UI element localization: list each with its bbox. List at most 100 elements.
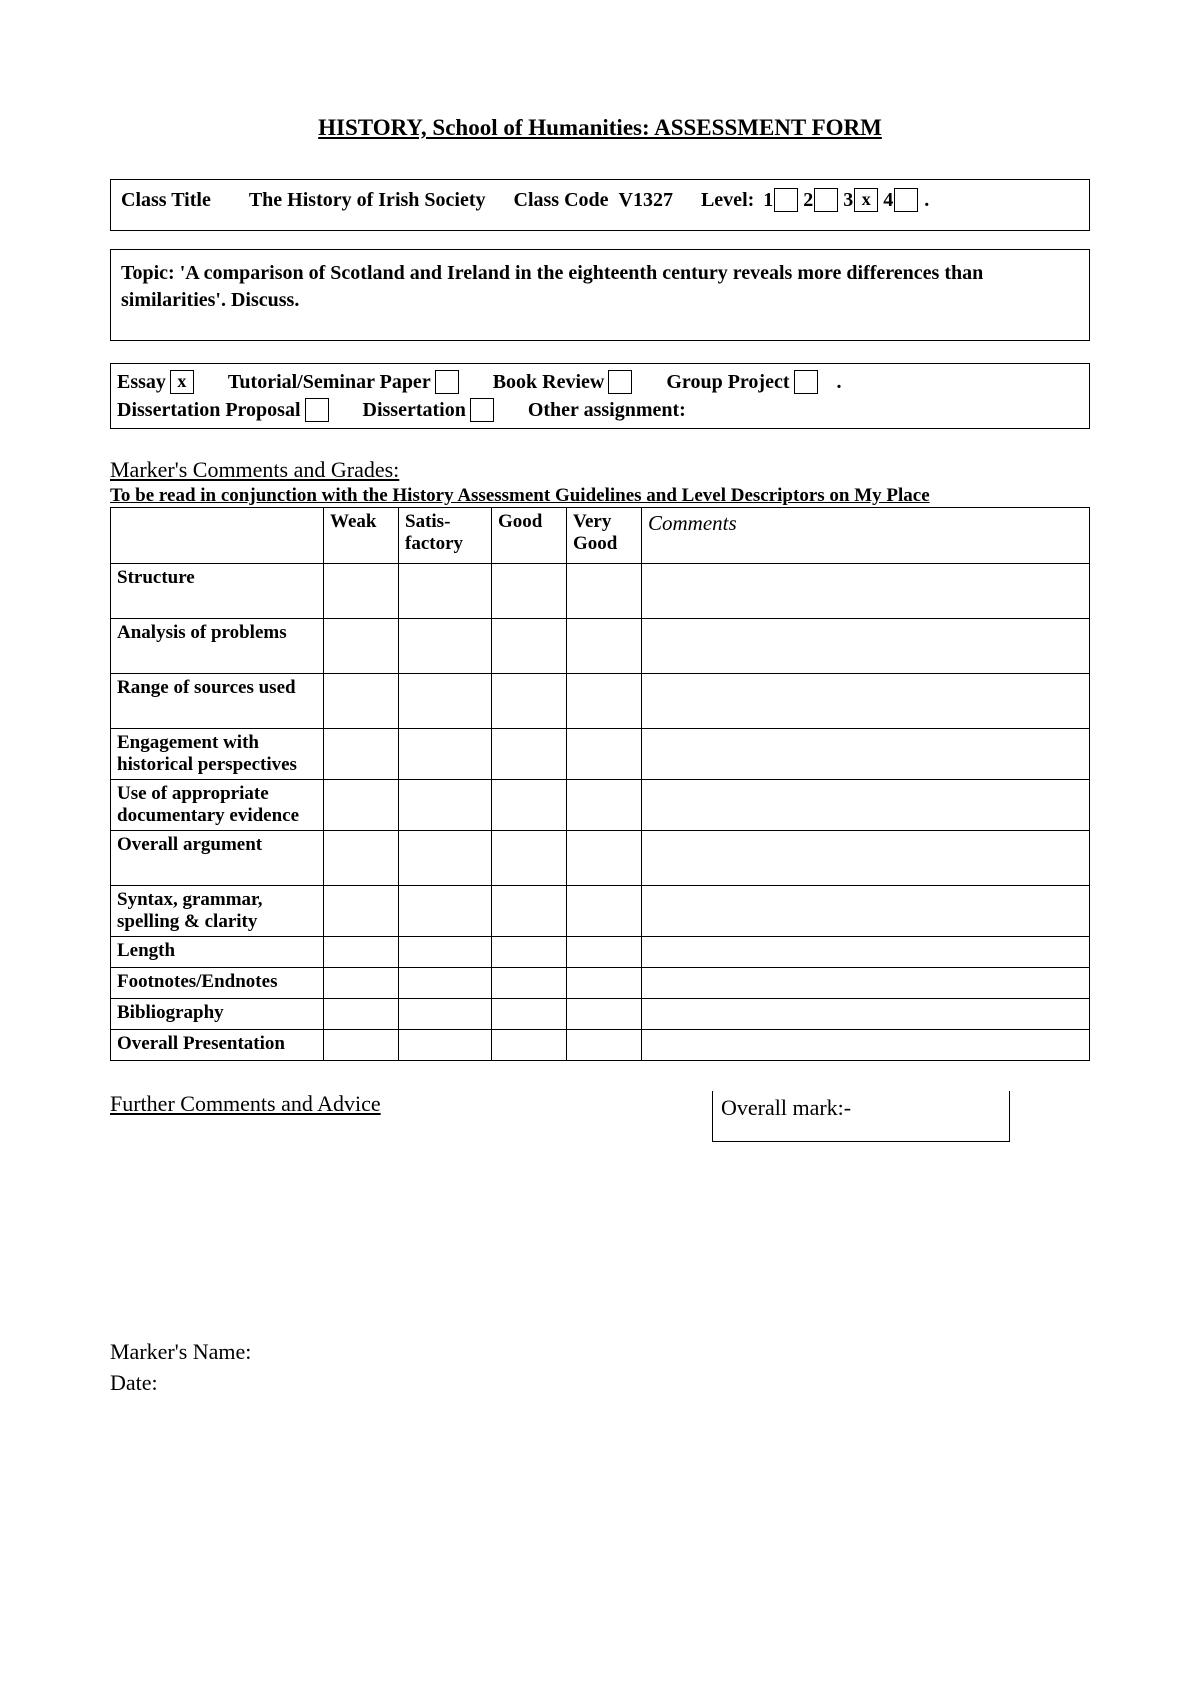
marker-comments-heading: Marker's Comments and Grades: [110, 457, 1090, 483]
type-tutorial-label: Tutorial/Seminar Paper [228, 368, 431, 396]
level-1-num: 1 [763, 189, 773, 212]
criterion-label: Engagement with historical perspectives [111, 729, 324, 780]
grade-cell[interactable] [492, 937, 567, 968]
type-essay-box[interactable]: x [170, 370, 194, 394]
marker-name-label: Marker's Name: [110, 1337, 1090, 1368]
criterion-label: Bibliography [111, 999, 324, 1030]
topic-box: Topic: 'A comparison of Scotland and Ire… [110, 249, 1090, 341]
table-row: Bibliography [111, 999, 1090, 1030]
comment-cell[interactable] [642, 564, 1090, 619]
grade-cell[interactable] [324, 831, 399, 886]
type-groupproject-box[interactable] [794, 370, 818, 394]
comment-cell[interactable] [642, 1030, 1090, 1061]
comment-cell[interactable] [642, 831, 1090, 886]
grade-cell[interactable] [399, 674, 492, 729]
level-4-box[interactable] [894, 188, 918, 212]
level-4-num: 4 [883, 189, 893, 212]
grade-cell[interactable] [399, 999, 492, 1030]
grade-cell[interactable] [399, 937, 492, 968]
grade-cell[interactable] [324, 674, 399, 729]
comment-cell[interactable] [642, 674, 1090, 729]
type-dissertation-box[interactable] [470, 398, 494, 422]
topic-text: 'A comparison of Scotland and Ireland in… [121, 262, 983, 311]
grade-cell[interactable] [492, 1030, 567, 1061]
grade-cell[interactable] [324, 999, 399, 1030]
grade-cell[interactable] [567, 831, 642, 886]
grade-cell[interactable] [567, 564, 642, 619]
overall-mark-box: Overall mark:- [712, 1091, 1010, 1142]
level-1-box[interactable] [774, 188, 798, 212]
grade-cell[interactable] [324, 968, 399, 999]
marker-comments-subheading: To be read in conjunction with the Histo… [110, 485, 1090, 507]
grade-cell[interactable] [399, 729, 492, 780]
grade-cell[interactable] [567, 729, 642, 780]
criterion-label: Overall Presentation [111, 1030, 324, 1061]
grade-cell[interactable] [324, 886, 399, 937]
comment-cell[interactable] [642, 780, 1090, 831]
type-dissprop-box[interactable] [305, 398, 329, 422]
comment-cell[interactable] [642, 937, 1090, 968]
table-row: Analysis of problems [111, 619, 1090, 674]
grade-cell[interactable] [399, 968, 492, 999]
grade-cell[interactable] [399, 886, 492, 937]
class-title-value: The History of Irish Society [249, 189, 486, 212]
grade-cell[interactable] [492, 729, 567, 780]
grade-cell[interactable] [399, 831, 492, 886]
overall-mark-label: Overall mark:- [721, 1095, 851, 1120]
grades-header-good: Good [492, 508, 567, 564]
grade-cell[interactable] [492, 674, 567, 729]
grade-cell[interactable] [399, 564, 492, 619]
grade-cell[interactable] [492, 831, 567, 886]
type-dissprop-label: Dissertation Proposal [117, 396, 301, 424]
comment-cell[interactable] [642, 968, 1090, 999]
criterion-label: Structure [111, 564, 324, 619]
comment-cell[interactable] [642, 999, 1090, 1030]
grade-cell[interactable] [492, 968, 567, 999]
bottom-area: Overall mark:- Further Comments and Advi… [110, 1091, 1090, 1399]
type-bookreview-box[interactable] [608, 370, 632, 394]
grade-cell[interactable] [399, 780, 492, 831]
grade-cell[interactable] [324, 780, 399, 831]
grade-cell[interactable] [567, 1030, 642, 1061]
criterion-label: Overall argument [111, 831, 324, 886]
comment-cell[interactable] [642, 619, 1090, 674]
level-2-num: 2 [803, 189, 813, 212]
table-row: Structure [111, 564, 1090, 619]
grade-cell[interactable] [399, 619, 492, 674]
grade-cell[interactable] [492, 564, 567, 619]
level-3-box[interactable]: x [854, 188, 878, 212]
grade-cell[interactable] [567, 780, 642, 831]
grade-cell[interactable] [567, 999, 642, 1030]
grade-cell[interactable] [492, 999, 567, 1030]
type-tutorial-box[interactable] [435, 370, 459, 394]
level-2-box[interactable] [814, 188, 838, 212]
type-other-label: Other assignment: [528, 396, 686, 424]
grade-cell[interactable] [324, 729, 399, 780]
grade-cell[interactable] [399, 1030, 492, 1061]
grade-cell[interactable] [567, 968, 642, 999]
class-code-label: Class Code [514, 189, 609, 212]
table-row: Syntax, grammar, spelling & clarity [111, 886, 1090, 937]
assessment-form-page: HISTORY, School of Humanities: ASSESSMEN… [0, 0, 1200, 1698]
criterion-label: Use of appropriate documentary evidence [111, 780, 324, 831]
grade-cell[interactable] [492, 886, 567, 937]
type-dissertation-label: Dissertation [363, 396, 466, 424]
grade-cell[interactable] [567, 886, 642, 937]
grades-header-verygood: Very Good [567, 508, 642, 564]
signoff-block: Marker's Name: Date: [110, 1337, 1090, 1399]
comment-cell[interactable] [642, 886, 1090, 937]
table-row: Length [111, 937, 1090, 968]
grade-cell[interactable] [567, 937, 642, 968]
grade-cell[interactable] [492, 619, 567, 674]
grade-cell[interactable] [324, 1030, 399, 1061]
grade-cell[interactable] [567, 674, 642, 729]
grade-cell[interactable] [324, 564, 399, 619]
grade-cell[interactable] [567, 619, 642, 674]
comment-cell[interactable] [642, 729, 1090, 780]
table-row: Engagement with historical perspectives [111, 729, 1090, 780]
level-trailing-dot: . [919, 189, 929, 212]
topic-label: Topic: [121, 262, 180, 284]
grade-cell[interactable] [324, 937, 399, 968]
grade-cell[interactable] [324, 619, 399, 674]
grade-cell[interactable] [492, 780, 567, 831]
